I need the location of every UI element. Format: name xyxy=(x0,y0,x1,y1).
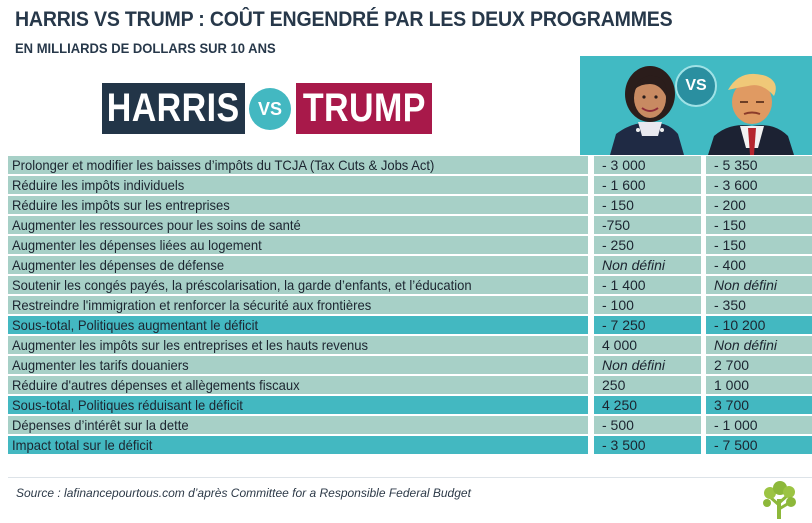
trump-value: - 10 200 xyxy=(706,316,812,334)
table-row: Restreindre l'immigration et renforcer l… xyxy=(8,295,812,315)
harris-value: - 7 250 xyxy=(594,316,701,334)
trump-value: - 5 350 xyxy=(706,156,812,174)
row-label-cell: Sous-total, Politiques augmentant le déf… xyxy=(8,316,588,334)
vs-badge: VS xyxy=(249,88,291,130)
table-subtotal-row: Sous-total, Politiques augmentant le déf… xyxy=(8,315,812,335)
table-row: Réduire les impôts sur les entreprises - … xyxy=(8,195,812,215)
trump-label: TRUMP xyxy=(302,86,426,130)
row-label: Augmenter les impôts sur les entreprises… xyxy=(12,337,369,353)
illustration-vs-badge: VS xyxy=(675,65,717,107)
row-label: Réduire d'autres dépenses et allègements… xyxy=(12,377,300,393)
table-row: Soutenir les congés payés, la préscolari… xyxy=(8,275,812,295)
harris-value: - 500 xyxy=(594,416,701,434)
cost-table: Prolonger et modifier les baisses d’impô… xyxy=(8,155,812,455)
row-label: Restreindre l'immigration et renforcer l… xyxy=(12,297,372,313)
table-row: Prolonger et modifier les baisses d’impô… xyxy=(8,155,812,175)
table-row: Augmenter les ressources pour les soins … xyxy=(8,215,812,235)
trump-value: - 200 xyxy=(706,196,812,214)
harris-label-box: HARRIS xyxy=(102,83,245,134)
harris-value: Non défini xyxy=(594,256,701,274)
trump-value: 1 000 xyxy=(706,376,812,394)
row-label: Augmenter les dépenses liées au logement xyxy=(12,237,262,253)
table-row: Réduire les impôts individuels - 1 600 - 3… xyxy=(8,175,812,195)
row-label-cell: Sous-total, Politiques réduisant le défi… xyxy=(8,396,588,414)
row-label-cell: Dépenses d’intérêt sur la dette xyxy=(8,416,588,434)
trump-value: - 350 xyxy=(706,296,812,314)
table-row: Augmenter les dépenses liées au logement… xyxy=(8,235,812,255)
trump-value: Non défini xyxy=(706,276,812,294)
table-row: Augmenter les tarifs douaniers Non défini… xyxy=(8,355,812,375)
trump-value: - 150 xyxy=(706,216,812,234)
harris-value: - 1 600 xyxy=(594,176,701,194)
row-label: Sous-total, Politiques réduisant le défi… xyxy=(12,397,243,413)
trump-value: Non défini xyxy=(706,336,812,354)
row-label-cell: Prolonger et modifier les baisses d’impô… xyxy=(8,156,588,174)
tree-logo-icon xyxy=(763,481,796,519)
row-label-cell: Réduire les impôts individuels xyxy=(8,176,588,194)
footer-divider xyxy=(8,477,812,478)
row-label-cell: Réduire les impôts sur les entreprises xyxy=(8,196,588,214)
harris-value: 4 250 xyxy=(594,396,701,414)
row-label-cell: Augmenter les ressources pour les soins … xyxy=(8,216,588,234)
row-label: Impact total sur le déficit xyxy=(12,437,153,453)
row-label: Augmenter les dépenses de défense xyxy=(12,257,225,273)
row-label-cell: Augmenter les dépenses liées au logement xyxy=(8,236,588,254)
trump-label-box: TRUMP xyxy=(296,83,432,134)
harris-value: - 1 400 xyxy=(594,276,701,294)
table-subtotal-row: Impact total sur le déficit - 3 500 - 7 50… xyxy=(8,435,812,455)
row-label: Réduire les impôts sur les entreprises xyxy=(12,197,230,213)
row-label: Sous-total, Politiques augmentant le déf… xyxy=(12,317,259,333)
row-label-cell: Impact total sur le déficit xyxy=(8,436,588,454)
row-label-cell: Augmenter les tarifs douaniers xyxy=(8,356,588,374)
row-label-cell: Augmenter les dépenses de défense xyxy=(8,256,588,274)
row-label: Soutenir les congés payés, la préscolari… xyxy=(12,277,472,293)
row-label: Augmenter les tarifs douaniers xyxy=(12,357,189,373)
trump-value: 2 700 xyxy=(706,356,812,374)
harris-value: -750 xyxy=(594,216,701,234)
row-label-cell: Augmenter les impôts sur les entreprises… xyxy=(8,336,588,354)
row-label-cell: Soutenir les congés payés, la préscolari… xyxy=(8,276,588,294)
source-note: Source : lafinancepourtous.com d’après C… xyxy=(16,486,471,500)
trump-value: 3 700 xyxy=(706,396,812,414)
row-label-cell: Réduire d'autres dépenses et allègements… xyxy=(8,376,588,394)
candidates-portrait-image xyxy=(610,66,794,155)
harris-value: - 3 000 xyxy=(594,156,701,174)
harris-value: - 150 xyxy=(594,196,701,214)
trump-value: - 7 500 xyxy=(706,436,812,454)
harris-vs-trump-logo: HARRIS VS TRUMP xyxy=(102,83,432,134)
harris-value: - 3 500 xyxy=(594,436,701,454)
harris-label: HARRIS xyxy=(107,86,240,130)
table-row: Dépenses d’intérêt sur la dette - 500 - 1 … xyxy=(8,415,812,435)
trump-value: - 3 600 xyxy=(706,176,812,194)
page-subtitle: EN MILLIARDS DE DOLLARS SUR 10 ANS xyxy=(15,40,276,56)
harris-value: - 100 xyxy=(594,296,701,314)
table-subtotal-row: Sous-total, Politiques réduisant le défi… xyxy=(8,395,812,415)
row-label: Prolonger et modifier les baisses d’impô… xyxy=(12,157,435,173)
harris-value: 4 000 xyxy=(594,336,701,354)
page-title: HARRIS VS TRUMP : COÛT ENGENDRÉ PAR LES … xyxy=(15,8,673,31)
table-row: Réduire d'autres dépenses et allègements… xyxy=(8,375,812,395)
table-row: Augmenter les dépenses de défense Non déf… xyxy=(8,255,812,275)
row-label: Réduire les impôts individuels xyxy=(12,177,185,193)
trump-value: - 1 000 xyxy=(706,416,812,434)
trump-value: - 400 xyxy=(706,256,812,274)
harris-value: Non défini xyxy=(594,356,701,374)
row-label: Dépenses d’intérêt sur la dette xyxy=(12,417,189,433)
harris-value: 250 xyxy=(594,376,701,394)
harris-value: - 250 xyxy=(594,236,701,254)
row-label-cell: Restreindre l'immigration et renforcer l… xyxy=(8,296,588,314)
table-row: Augmenter les impôts sur les entreprises… xyxy=(8,335,812,355)
trump-value: - 150 xyxy=(706,236,812,254)
row-label: Augmenter les ressources pour les soins … xyxy=(12,217,301,233)
